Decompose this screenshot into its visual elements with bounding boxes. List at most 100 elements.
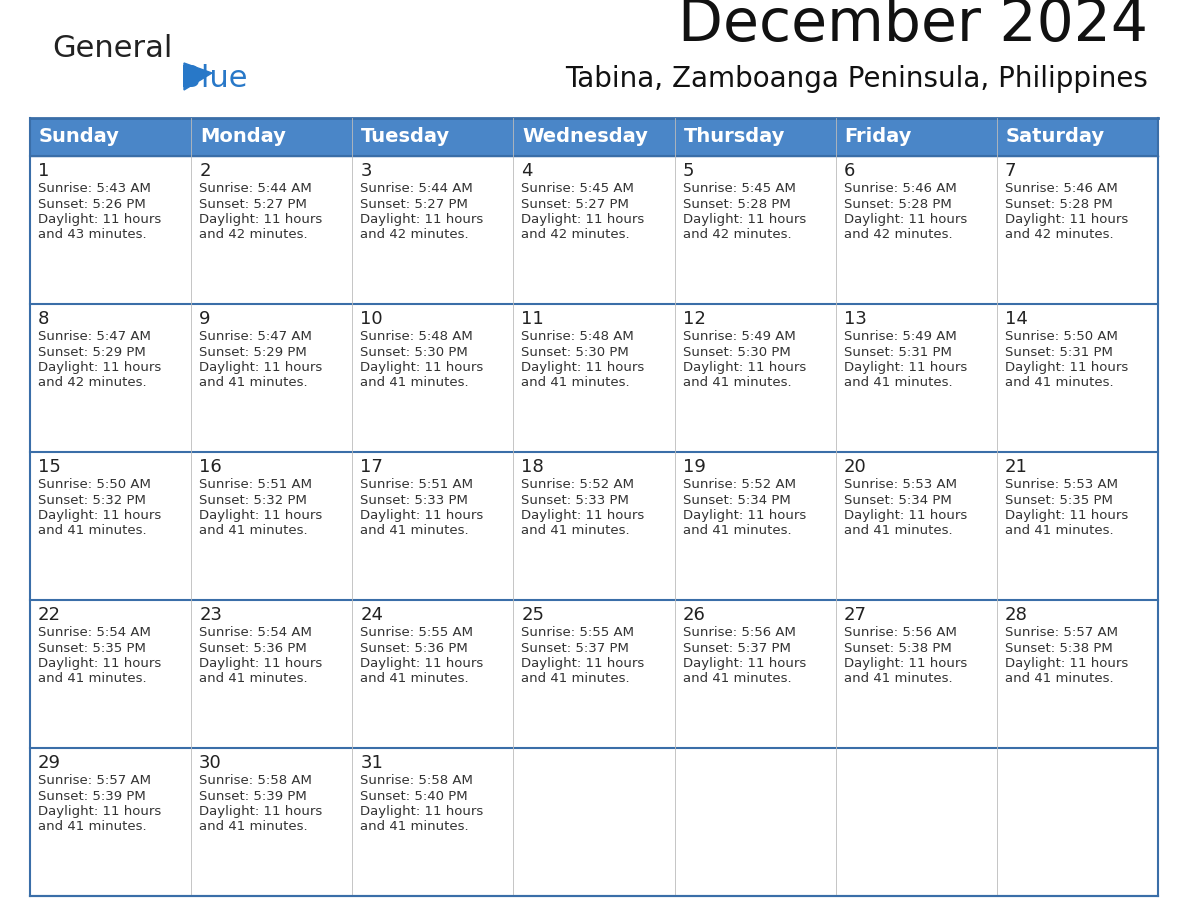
Text: Sunrise: 5:48 AM: Sunrise: 5:48 AM	[522, 330, 634, 343]
Text: Sunset: 5:37 PM: Sunset: 5:37 PM	[683, 642, 790, 655]
Text: 9: 9	[200, 310, 210, 328]
Bar	[835, 600, 997, 748]
Text: and 41 minutes.: and 41 minutes.	[360, 524, 469, 538]
Text: Sunrise: 5:50 AM: Sunrise: 5:50 AM	[38, 478, 151, 491]
Text: Sunrise: 5:45 AM: Sunrise: 5:45 AM	[522, 182, 634, 195]
Text: Sunset: 5:28 PM: Sunset: 5:28 PM	[1005, 197, 1113, 210]
Bar	[675, 118, 835, 156]
Bar	[835, 118, 997, 156]
Text: Daylight: 11 hours: Daylight: 11 hours	[38, 213, 162, 226]
Text: Daylight: 11 hours: Daylight: 11 hours	[683, 509, 805, 522]
Text: and 42 minutes.: and 42 minutes.	[683, 229, 791, 241]
Text: Sunrise: 5:49 AM: Sunrise: 5:49 AM	[843, 330, 956, 343]
Text: Daylight: 11 hours: Daylight: 11 hours	[38, 805, 162, 818]
Text: Sunrise: 5:54 AM: Sunrise: 5:54 AM	[38, 626, 151, 639]
Text: Daylight: 11 hours: Daylight: 11 hours	[683, 361, 805, 374]
Bar	[30, 156, 191, 304]
Text: Sunset: 5:27 PM: Sunset: 5:27 PM	[200, 197, 307, 210]
Text: Sunrise: 5:51 AM: Sunrise: 5:51 AM	[360, 478, 473, 491]
Text: 31: 31	[360, 754, 384, 772]
Text: and 41 minutes.: and 41 minutes.	[683, 376, 791, 389]
Text: Sunrise: 5:47 AM: Sunrise: 5:47 AM	[200, 330, 312, 343]
Text: Sunrise: 5:56 AM: Sunrise: 5:56 AM	[843, 626, 956, 639]
Text: 14: 14	[1005, 310, 1028, 328]
Text: and 42 minutes.: and 42 minutes.	[843, 229, 953, 241]
Text: and 41 minutes.: and 41 minutes.	[38, 821, 146, 834]
Bar	[191, 156, 353, 304]
Bar	[997, 118, 1158, 156]
Text: Sunrise: 5:43 AM: Sunrise: 5:43 AM	[38, 182, 151, 195]
Text: 28: 28	[1005, 606, 1028, 624]
Text: Daylight: 11 hours: Daylight: 11 hours	[1005, 361, 1129, 374]
Bar	[513, 304, 675, 452]
Text: 26: 26	[683, 606, 706, 624]
Text: 21: 21	[1005, 458, 1028, 476]
Text: Sunset: 5:29 PM: Sunset: 5:29 PM	[200, 345, 307, 359]
Bar	[353, 156, 513, 304]
Text: 16: 16	[200, 458, 222, 476]
Text: Daylight: 11 hours: Daylight: 11 hours	[683, 657, 805, 670]
Text: and 41 minutes.: and 41 minutes.	[683, 673, 791, 686]
Text: Sunset: 5:32 PM: Sunset: 5:32 PM	[200, 494, 307, 507]
Text: Sunset: 5:27 PM: Sunset: 5:27 PM	[360, 197, 468, 210]
Bar	[997, 748, 1158, 896]
Text: Daylight: 11 hours: Daylight: 11 hours	[843, 361, 967, 374]
Text: Sunset: 5:33 PM: Sunset: 5:33 PM	[360, 494, 468, 507]
Bar	[675, 748, 835, 896]
Text: and 41 minutes.: and 41 minutes.	[360, 376, 469, 389]
Bar	[835, 748, 997, 896]
Text: and 41 minutes.: and 41 minutes.	[1005, 673, 1113, 686]
Text: and 41 minutes.: and 41 minutes.	[1005, 524, 1113, 538]
Text: December 2024: December 2024	[678, 0, 1148, 53]
Bar	[30, 118, 191, 156]
Text: Sunset: 5:30 PM: Sunset: 5:30 PM	[683, 345, 790, 359]
Bar	[513, 748, 675, 896]
Text: Sunset: 5:36 PM: Sunset: 5:36 PM	[200, 642, 307, 655]
Text: 17: 17	[360, 458, 384, 476]
Text: Daylight: 11 hours: Daylight: 11 hours	[843, 509, 967, 522]
Text: Sunset: 5:28 PM: Sunset: 5:28 PM	[683, 197, 790, 210]
Text: Sunset: 5:37 PM: Sunset: 5:37 PM	[522, 642, 630, 655]
Text: Daylight: 11 hours: Daylight: 11 hours	[1005, 213, 1129, 226]
Text: Sunrise: 5:54 AM: Sunrise: 5:54 AM	[200, 626, 312, 639]
Text: Sunset: 5:32 PM: Sunset: 5:32 PM	[38, 494, 146, 507]
Text: Sunrise: 5:52 AM: Sunrise: 5:52 AM	[683, 478, 796, 491]
Bar	[675, 452, 835, 600]
Text: 22: 22	[38, 606, 61, 624]
Bar	[675, 600, 835, 748]
Bar	[353, 118, 513, 156]
Text: Sunrise: 5:48 AM: Sunrise: 5:48 AM	[360, 330, 473, 343]
Text: Sunrise: 5:45 AM: Sunrise: 5:45 AM	[683, 182, 796, 195]
Text: Daylight: 11 hours: Daylight: 11 hours	[200, 509, 322, 522]
Text: Daylight: 11 hours: Daylight: 11 hours	[683, 213, 805, 226]
Text: and 41 minutes.: and 41 minutes.	[200, 673, 308, 686]
Text: 15: 15	[38, 458, 61, 476]
Text: Sunrise: 5:58 AM: Sunrise: 5:58 AM	[360, 774, 473, 787]
Text: 20: 20	[843, 458, 866, 476]
Text: and 41 minutes.: and 41 minutes.	[522, 376, 630, 389]
Text: Sunrise: 5:46 AM: Sunrise: 5:46 AM	[843, 182, 956, 195]
Text: 24: 24	[360, 606, 384, 624]
Bar	[353, 452, 513, 600]
Text: Sunrise: 5:50 AM: Sunrise: 5:50 AM	[1005, 330, 1118, 343]
Text: Sunrise: 5:58 AM: Sunrise: 5:58 AM	[200, 774, 312, 787]
Text: Tabina, Zamboanga Peninsula, Philippines: Tabina, Zamboanga Peninsula, Philippines	[565, 65, 1148, 93]
Text: and 41 minutes.: and 41 minutes.	[38, 524, 146, 538]
Text: Sunset: 5:31 PM: Sunset: 5:31 PM	[1005, 345, 1113, 359]
Bar	[513, 156, 675, 304]
Text: Daylight: 11 hours: Daylight: 11 hours	[522, 213, 645, 226]
Text: Sunrise: 5:53 AM: Sunrise: 5:53 AM	[843, 478, 956, 491]
Text: Sunset: 5:35 PM: Sunset: 5:35 PM	[38, 642, 146, 655]
Text: 4: 4	[522, 162, 533, 180]
Text: 10: 10	[360, 310, 383, 328]
Text: Sunset: 5:34 PM: Sunset: 5:34 PM	[683, 494, 790, 507]
Text: Sunset: 5:39 PM: Sunset: 5:39 PM	[38, 789, 146, 802]
Text: Sunset: 5:30 PM: Sunset: 5:30 PM	[522, 345, 630, 359]
Text: Sunrise: 5:55 AM: Sunrise: 5:55 AM	[522, 626, 634, 639]
Text: 11: 11	[522, 310, 544, 328]
Text: and 42 minutes.: and 42 minutes.	[1005, 229, 1113, 241]
Text: Daylight: 11 hours: Daylight: 11 hours	[38, 509, 162, 522]
Text: Daylight: 11 hours: Daylight: 11 hours	[200, 361, 322, 374]
Text: Daylight: 11 hours: Daylight: 11 hours	[38, 361, 162, 374]
Bar	[513, 600, 675, 748]
